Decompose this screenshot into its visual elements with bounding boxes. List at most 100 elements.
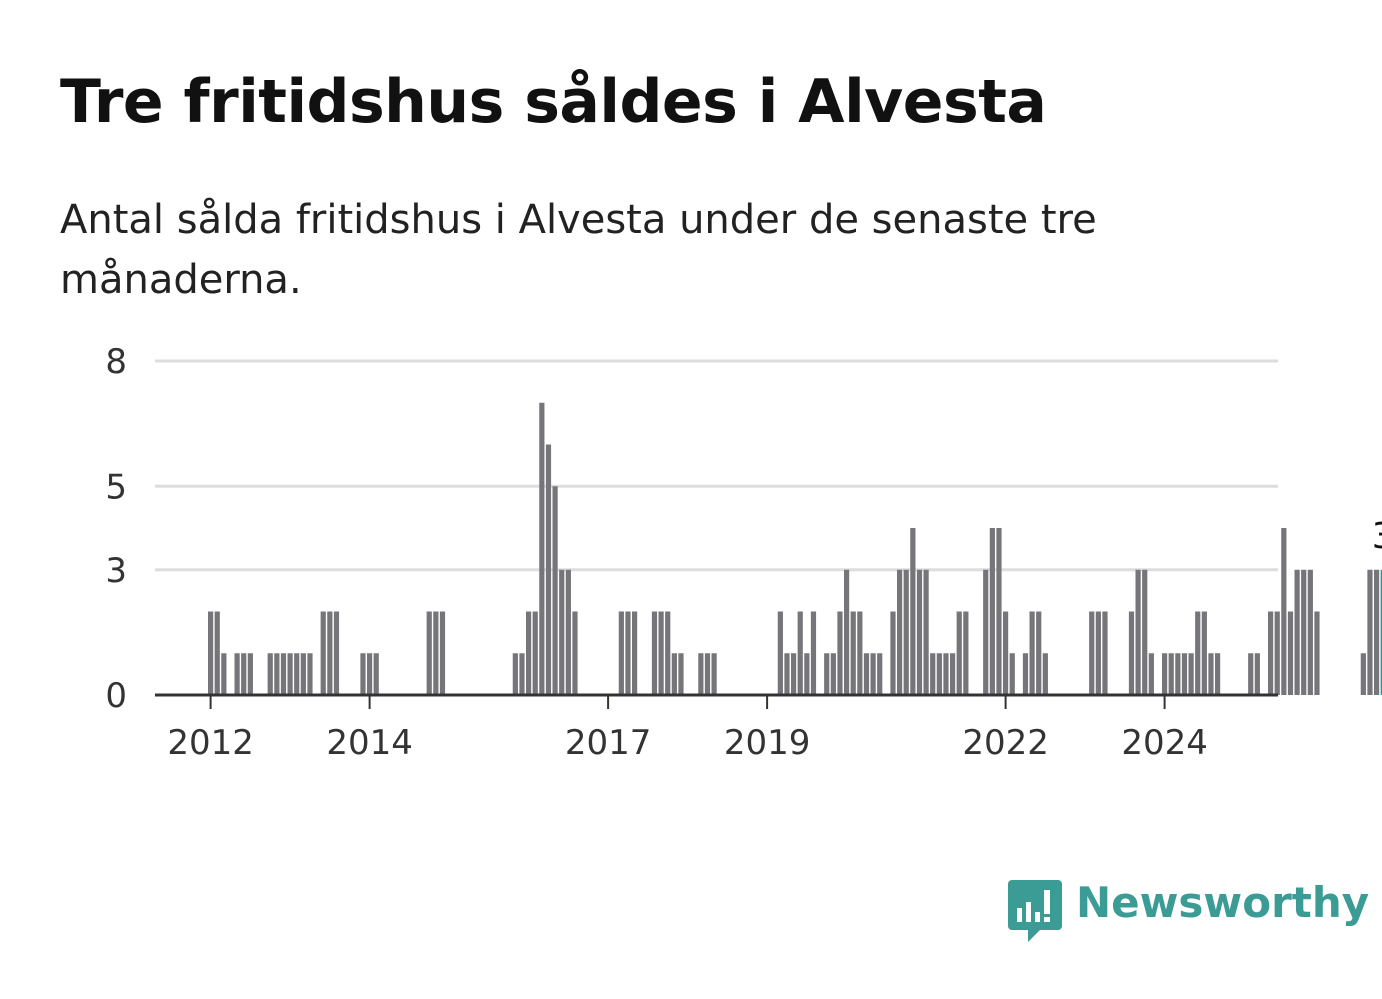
bar [1188, 653, 1194, 695]
bar [844, 569, 850, 695]
bar [367, 653, 373, 695]
bar [870, 653, 876, 695]
bar [433, 611, 439, 695]
bar [287, 653, 293, 695]
bar [294, 653, 300, 695]
bar [665, 611, 671, 695]
bar [950, 653, 956, 695]
bar [1201, 611, 1207, 695]
bar [1301, 569, 1307, 695]
bar [983, 569, 989, 695]
bar [704, 653, 711, 695]
bar [373, 653, 379, 695]
grid-lines [155, 359, 1278, 572]
bar [1102, 611, 1108, 695]
bar [618, 611, 624, 695]
bar [923, 569, 929, 695]
bar [1095, 611, 1101, 695]
bar [1135, 569, 1141, 695]
bar [698, 653, 704, 695]
bar [539, 402, 545, 695]
bar [234, 653, 240, 695]
x-tick-label: 2022 [962, 723, 1049, 763]
bar [678, 653, 684, 695]
bar-highlight [1380, 569, 1382, 695]
bar [559, 569, 565, 695]
bar [1022, 653, 1029, 695]
bar [632, 611, 638, 695]
bar [956, 611, 962, 695]
highlight-value-label: 3 [1372, 516, 1382, 557]
bar [307, 653, 313, 695]
bar-chart: 0 3 5 8 2012 2014 2017 2019 2022 2024 3 [105, 342, 1382, 763]
bars [208, 402, 1382, 695]
y-axis-labels: 0 3 5 8 [105, 342, 127, 716]
bar [711, 653, 717, 695]
x-axis [155, 693, 1278, 709]
bar [360, 653, 366, 695]
bar [565, 569, 571, 695]
bar [1268, 611, 1274, 695]
bar [963, 611, 969, 695]
bar [804, 653, 810, 695]
bar [221, 653, 227, 695]
x-axis-labels: 2012 2014 2017 2019 2022 2024 [167, 723, 1208, 763]
bar [300, 653, 306, 695]
bar [274, 653, 280, 695]
bar [1168, 653, 1174, 695]
y-tick-label: 8 [105, 342, 127, 382]
bar [830, 653, 836, 695]
bar [930, 653, 936, 695]
bar [897, 569, 903, 695]
bar [837, 611, 843, 695]
bar [214, 611, 220, 695]
bar [996, 528, 1002, 695]
bar [1036, 611, 1042, 695]
bar [936, 653, 942, 695]
bar [439, 611, 446, 695]
bar [1162, 653, 1168, 695]
bar [247, 653, 253, 695]
bar [1314, 611, 1320, 695]
bar [1009, 653, 1015, 695]
bar [671, 653, 677, 695]
bar [824, 653, 830, 695]
chart-title: Tre fritidshus såldes i Alvesta [60, 67, 1047, 137]
bar [1029, 611, 1035, 695]
bar [910, 528, 916, 695]
bar [625, 611, 631, 695]
bar [916, 569, 923, 695]
bar [877, 653, 883, 695]
bar [943, 653, 949, 695]
x-tick-label: 2017 [565, 723, 652, 763]
bar [1307, 569, 1313, 695]
bar [1281, 528, 1287, 695]
bar [903, 569, 909, 695]
bar [1248, 653, 1254, 695]
bar [280, 653, 287, 695]
bar [791, 653, 797, 695]
x-tick-label: 2024 [1121, 723, 1208, 763]
bar [1294, 569, 1300, 695]
bar [320, 611, 326, 695]
bar [526, 611, 532, 695]
bar [1208, 653, 1214, 695]
bar [267, 653, 273, 695]
bar [850, 611, 856, 695]
x-tick-label: 2019 [724, 723, 811, 763]
y-tick-label: 5 [105, 467, 127, 507]
bar [333, 611, 340, 695]
brand-name: Newsworthy [1076, 878, 1370, 927]
bar [572, 611, 578, 695]
bar [532, 611, 538, 695]
bar [1367, 569, 1373, 695]
bar [863, 653, 870, 695]
bar [989, 528, 995, 695]
bar [1360, 653, 1366, 695]
bar [784, 653, 790, 695]
bar [777, 611, 783, 695]
y-tick-label: 0 [105, 676, 127, 716]
bar [1175, 653, 1181, 695]
annotations: 3 [1372, 516, 1382, 557]
